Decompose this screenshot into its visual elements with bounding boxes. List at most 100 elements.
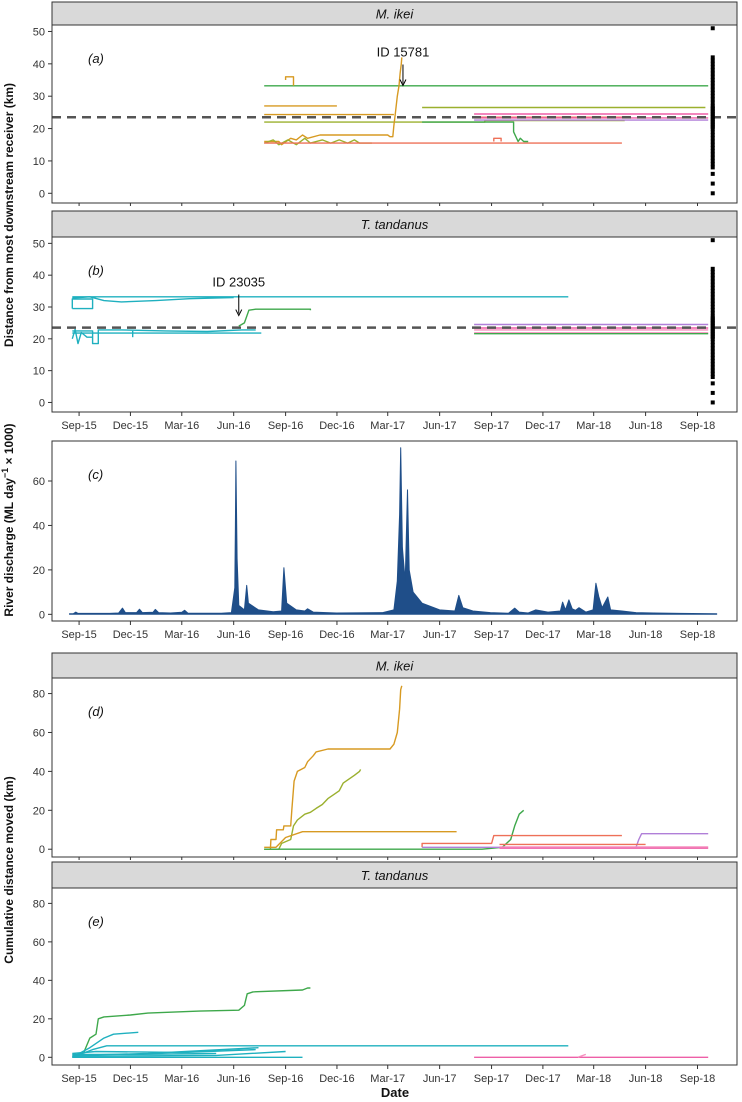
series-line-a-7 xyxy=(263,137,372,146)
panel-letter-d: (d) xyxy=(88,704,104,719)
x-tick-label-c: Sep-16 xyxy=(268,629,303,641)
data-layer-a xyxy=(52,26,737,196)
series-line-b-7 xyxy=(238,308,312,327)
x-tick-label-e: Sep-18 xyxy=(680,1073,715,1085)
y-tick-label-a: 20 xyxy=(33,124,45,136)
y-tick-label-c: 60 xyxy=(33,476,45,488)
series-line-a-9 xyxy=(493,137,502,142)
x-tick-label-b: Sep-16 xyxy=(268,420,303,432)
series-line-d-1 xyxy=(264,769,362,850)
y-tick-label-d: 40 xyxy=(33,766,45,778)
series-line-a-10 xyxy=(422,121,529,143)
receiver-marker xyxy=(710,273,715,278)
receiver-marker xyxy=(710,65,715,70)
x-tick-label-e: Mar-18 xyxy=(576,1073,611,1085)
x-tick-label-e: Sep-15 xyxy=(61,1073,96,1085)
receiver-marker xyxy=(710,295,715,300)
x-tick-label-b: Sep-18 xyxy=(680,420,715,432)
x-tick-label-b: Sep-17 xyxy=(474,420,509,432)
receiver-marker xyxy=(710,100,715,105)
series-line-a-1 xyxy=(284,76,295,86)
receiver-marker xyxy=(710,26,715,31)
panel-border-c xyxy=(51,440,738,622)
x-tick-label-c: Sep-18 xyxy=(680,629,715,641)
annotation-arrowhead-a xyxy=(399,79,407,87)
y-tick-label-a: 50 xyxy=(33,26,45,38)
y-tick-label-c: 40 xyxy=(33,520,45,532)
receiver-marker xyxy=(710,58,715,63)
receiver-marker xyxy=(710,400,715,405)
receiver-marker xyxy=(710,133,715,138)
x-tick-label-c: Mar-18 xyxy=(576,629,611,641)
panel-letter-b: (b) xyxy=(88,263,104,278)
series-line-b-1 xyxy=(72,296,234,303)
receiver-marker xyxy=(710,305,715,309)
receiver-marker xyxy=(710,191,715,196)
x-tick-label-e: Mar-16 xyxy=(164,1073,199,1085)
y-tick-label-e: 20 xyxy=(33,1014,45,1026)
series-line-d-4 xyxy=(421,834,622,848)
receiver-marker xyxy=(710,162,715,167)
receiver-marker xyxy=(710,292,715,297)
data-layer-d xyxy=(264,685,709,850)
series-line-e-0 xyxy=(71,987,311,1058)
y-axis-label-discharge-sup: −1 xyxy=(0,468,10,478)
receiver-marker xyxy=(710,311,715,316)
series-line-e-4 xyxy=(72,1048,256,1055)
y-tick-label-a: 40 xyxy=(33,59,45,71)
x-tick-label-c: Mar-17 xyxy=(370,629,405,641)
annotation-label-b: ID 23035 xyxy=(212,275,265,290)
discharge-area xyxy=(69,447,718,615)
x-axis-label: Date xyxy=(381,1085,409,1100)
receiver-marker xyxy=(710,129,715,134)
panel-a: M. ikei 0 10 20 30 40 50 ID 15781 (a) xyxy=(33,1,738,206)
x-tick-label-c: Dec-15 xyxy=(113,629,148,641)
receiver-marker xyxy=(710,289,715,294)
receiver-marker xyxy=(710,61,715,66)
receiver-marker xyxy=(710,276,715,281)
strip-title-d: M. ikei xyxy=(376,659,415,674)
receiver-marker xyxy=(710,349,715,354)
receiver-marker xyxy=(710,266,715,271)
series-line-e-2 xyxy=(72,1045,569,1058)
receiver-marker xyxy=(710,346,715,351)
series-line-e-9 xyxy=(577,1053,587,1058)
y-tick-label-b: 0 xyxy=(39,397,45,409)
data-layer-b xyxy=(52,238,737,405)
series-line-e-1 xyxy=(71,1031,139,1058)
receiver-marker xyxy=(710,94,715,99)
receiver-marker xyxy=(710,282,715,287)
y-axis-label-discharge-main: River discharge (ML day xyxy=(2,478,16,617)
receiver-marker xyxy=(710,355,715,360)
x-tick-label-c: Mar-16 xyxy=(164,629,199,641)
x-tick-label-b: Dec-15 xyxy=(113,420,148,432)
series-line-d-0 xyxy=(264,685,403,850)
receiver-marker xyxy=(710,149,715,154)
receiver-marker xyxy=(710,171,715,176)
x-tick-label-c: Dec-17 xyxy=(525,629,560,641)
y-tick-label-e: 80 xyxy=(33,898,45,910)
receiver-marker xyxy=(710,301,715,306)
x-tick-label-e: Sep-16 xyxy=(268,1073,303,1085)
y-tick-label-d: 60 xyxy=(33,727,45,739)
receiver-marker xyxy=(710,74,715,79)
panels: M. ikei 0 10 20 30 40 50 ID 15781 (a) T. tandanus… xyxy=(33,1,738,1085)
receiver-marker xyxy=(710,165,715,170)
y-tick-label-b: 20 xyxy=(33,334,45,346)
y-axis-label-cumulative: Cumulative distance moved (km) xyxy=(2,776,16,963)
data-layer-c xyxy=(69,447,718,615)
x-tick-label-b: Jun-18 xyxy=(629,420,663,432)
y-tick-label-d: 0 xyxy=(39,844,45,856)
panel-border-d xyxy=(51,677,738,858)
x-tick-label-c: Dec-16 xyxy=(319,629,354,641)
receiver-marker xyxy=(710,139,715,144)
y-tick-label-e: 0 xyxy=(39,1052,45,1064)
x-tick-label-e: Jun-16 xyxy=(217,1073,251,1085)
receiver-marker xyxy=(710,78,715,83)
series-line-b-2 xyxy=(71,298,94,310)
annotation-arrowhead-b xyxy=(235,309,243,317)
panel-border-e xyxy=(51,887,738,1066)
receiver-marker xyxy=(710,362,715,367)
x-tick-label-c: Jun-16 xyxy=(217,629,251,641)
